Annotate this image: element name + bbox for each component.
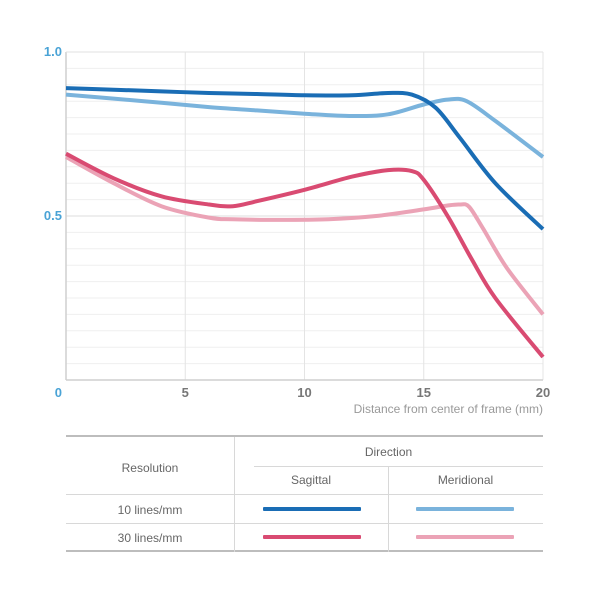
legend-divider (254, 466, 543, 467)
legend-divider (388, 467, 389, 552)
y-tick-label: 0.5 (44, 208, 62, 223)
x-tick-label: 15 (417, 385, 431, 400)
series-layer (65, 86, 545, 359)
chart-axes (65, 51, 543, 381)
mtf-chart: 0.5 1.0 0 5 10 15 20 Distance from center of f… (44, 44, 550, 416)
series-line-m10 (65, 92, 545, 159)
legend-swatch-30-meridional (416, 535, 514, 539)
legend-swatch-30-sagittal (263, 535, 361, 539)
legend-meridional-header: Meridional (437, 473, 494, 487)
x-tick-label: 20 (536, 385, 550, 400)
legend-row-10lines: 10 lines/mm (117, 503, 183, 517)
series-line-m30 (65, 155, 545, 316)
y-tick-label: 1.0 (44, 44, 62, 59)
legend-divider (66, 523, 543, 524)
origin-tick-label: 0 (55, 385, 62, 400)
legend-table: Resolution Direction Sagittal Meridional… (66, 435, 543, 552)
legend-divider (66, 494, 543, 495)
x-tick-label: 10 (297, 385, 311, 400)
legend-direction-header: Direction (364, 445, 413, 459)
tick-labels: 0.5 1.0 0 5 10 15 20 (44, 44, 550, 400)
legend-swatch-10-meridional (416, 507, 514, 511)
x-tick-label: 5 (182, 385, 189, 400)
series-line-s30 (65, 151, 545, 359)
legend-row-30lines: 30 lines/mm (117, 531, 183, 545)
x-axis-title: Distance from center of frame (mm) (354, 402, 543, 416)
legend-resolution-header: Resolution (121, 461, 179, 475)
legend-swatch-10-sagittal (263, 507, 361, 511)
legend-sagittal-header: Sagittal (290, 473, 332, 487)
series-line-s10 (65, 86, 545, 231)
